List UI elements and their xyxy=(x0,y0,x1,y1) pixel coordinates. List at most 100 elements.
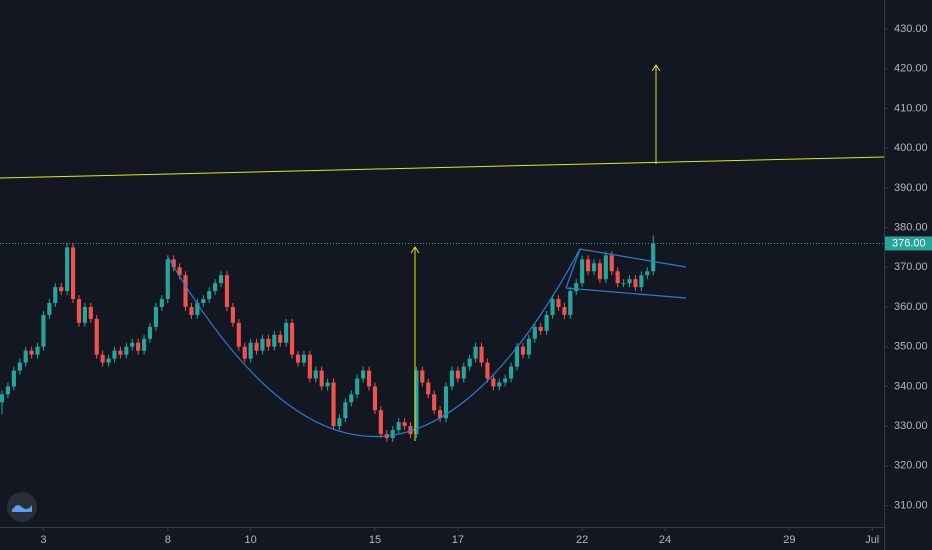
y-tick-label: 400.00 xyxy=(894,142,928,154)
candle-body xyxy=(609,255,614,272)
y-tick-label: 360.00 xyxy=(894,301,928,313)
candle-body xyxy=(538,326,543,331)
candle-body xyxy=(396,422,401,431)
x-tick-label: 10 xyxy=(245,534,257,546)
candle-body xyxy=(118,350,123,355)
candle-body xyxy=(556,299,561,307)
candle-body xyxy=(213,283,218,292)
candle-body xyxy=(254,342,259,351)
candle-body xyxy=(633,279,638,288)
candle-body xyxy=(408,426,413,435)
candle-body xyxy=(106,358,111,363)
candle-body xyxy=(497,382,502,387)
candle-body xyxy=(473,346,478,359)
y-tick-label: 390.00 xyxy=(894,182,928,194)
candle-body xyxy=(260,338,265,351)
candle-body xyxy=(100,354,105,363)
candle-body xyxy=(532,326,537,339)
x-tick-label: 24 xyxy=(659,534,671,546)
target-arrow xyxy=(410,246,420,441)
candle-body xyxy=(491,378,496,387)
candle-body xyxy=(278,334,283,343)
candle-body xyxy=(337,418,342,427)
candle-body xyxy=(307,354,312,379)
candle-body xyxy=(562,306,567,315)
candle-body xyxy=(627,279,632,284)
candle-body xyxy=(366,370,372,387)
candle-body xyxy=(142,338,147,351)
candle-body xyxy=(621,283,626,285)
flag-lines xyxy=(565,248,687,299)
x-tick-label: 29 xyxy=(783,534,795,546)
x-tick-label: 3 xyxy=(40,534,46,546)
candle-body xyxy=(349,394,354,403)
candle-body xyxy=(189,306,194,315)
candle-body xyxy=(82,306,87,323)
candle-body xyxy=(520,346,526,355)
candle-body xyxy=(76,299,82,323)
candle-body xyxy=(130,342,135,347)
x-tick-label: 15 xyxy=(369,534,381,546)
candle-body xyxy=(591,263,597,272)
candle-body xyxy=(236,322,241,347)
candle-body xyxy=(461,366,466,379)
candle-body xyxy=(503,378,508,383)
candle-body xyxy=(390,430,395,439)
candle-body xyxy=(183,275,188,307)
candle-body xyxy=(414,370,419,435)
candle-body xyxy=(124,346,129,355)
drawings xyxy=(0,64,885,441)
candle-body xyxy=(88,306,93,319)
candles xyxy=(0,235,656,443)
candle-body xyxy=(485,362,490,379)
candle-body xyxy=(230,306,235,323)
x-tick-label: 8 xyxy=(165,534,171,546)
candle-body xyxy=(580,259,585,284)
candle-body xyxy=(218,275,224,284)
candle-body xyxy=(574,283,579,292)
candle-body xyxy=(0,394,5,403)
candle-body xyxy=(301,354,306,363)
candle-body xyxy=(284,322,289,343)
candle-body xyxy=(171,259,176,268)
cup-curve xyxy=(167,248,581,437)
candle-body xyxy=(94,318,99,355)
candle-body xyxy=(651,243,656,272)
candle-body xyxy=(65,247,70,292)
y-tick-label: 320.00 xyxy=(894,460,928,472)
candle-body xyxy=(53,287,58,304)
candle-body xyxy=(248,342,253,359)
logo xyxy=(7,492,37,522)
candle-body xyxy=(29,350,34,355)
y-tick-label: 330.00 xyxy=(894,420,928,432)
candle-body xyxy=(455,370,460,379)
candle-body xyxy=(59,287,64,292)
candle-body xyxy=(443,386,449,419)
y-tick-label: 340.00 xyxy=(894,380,928,392)
candle-body xyxy=(597,263,602,280)
candle-body xyxy=(526,338,531,355)
candle-body xyxy=(402,422,407,427)
candle-body xyxy=(35,346,40,355)
candle-body xyxy=(420,370,425,383)
candle-body xyxy=(313,370,318,379)
candle-body xyxy=(603,255,608,280)
candle-body xyxy=(372,386,378,411)
candle-body xyxy=(568,291,573,315)
y-tick-label: 420.00 xyxy=(894,63,928,75)
candle-body xyxy=(319,370,324,387)
candle-body xyxy=(544,314,549,331)
candle-body xyxy=(136,342,141,351)
candle-body xyxy=(295,354,301,363)
candle-body xyxy=(195,303,200,315)
y-tick-label: 350.00 xyxy=(894,341,928,353)
candle-body xyxy=(438,410,443,419)
trend-line xyxy=(0,156,885,179)
candle-body xyxy=(343,402,348,419)
candle-body xyxy=(331,382,336,427)
candle-body xyxy=(242,346,247,359)
candle-body xyxy=(224,275,230,307)
candle-body xyxy=(159,299,164,307)
candle-body xyxy=(112,350,117,359)
